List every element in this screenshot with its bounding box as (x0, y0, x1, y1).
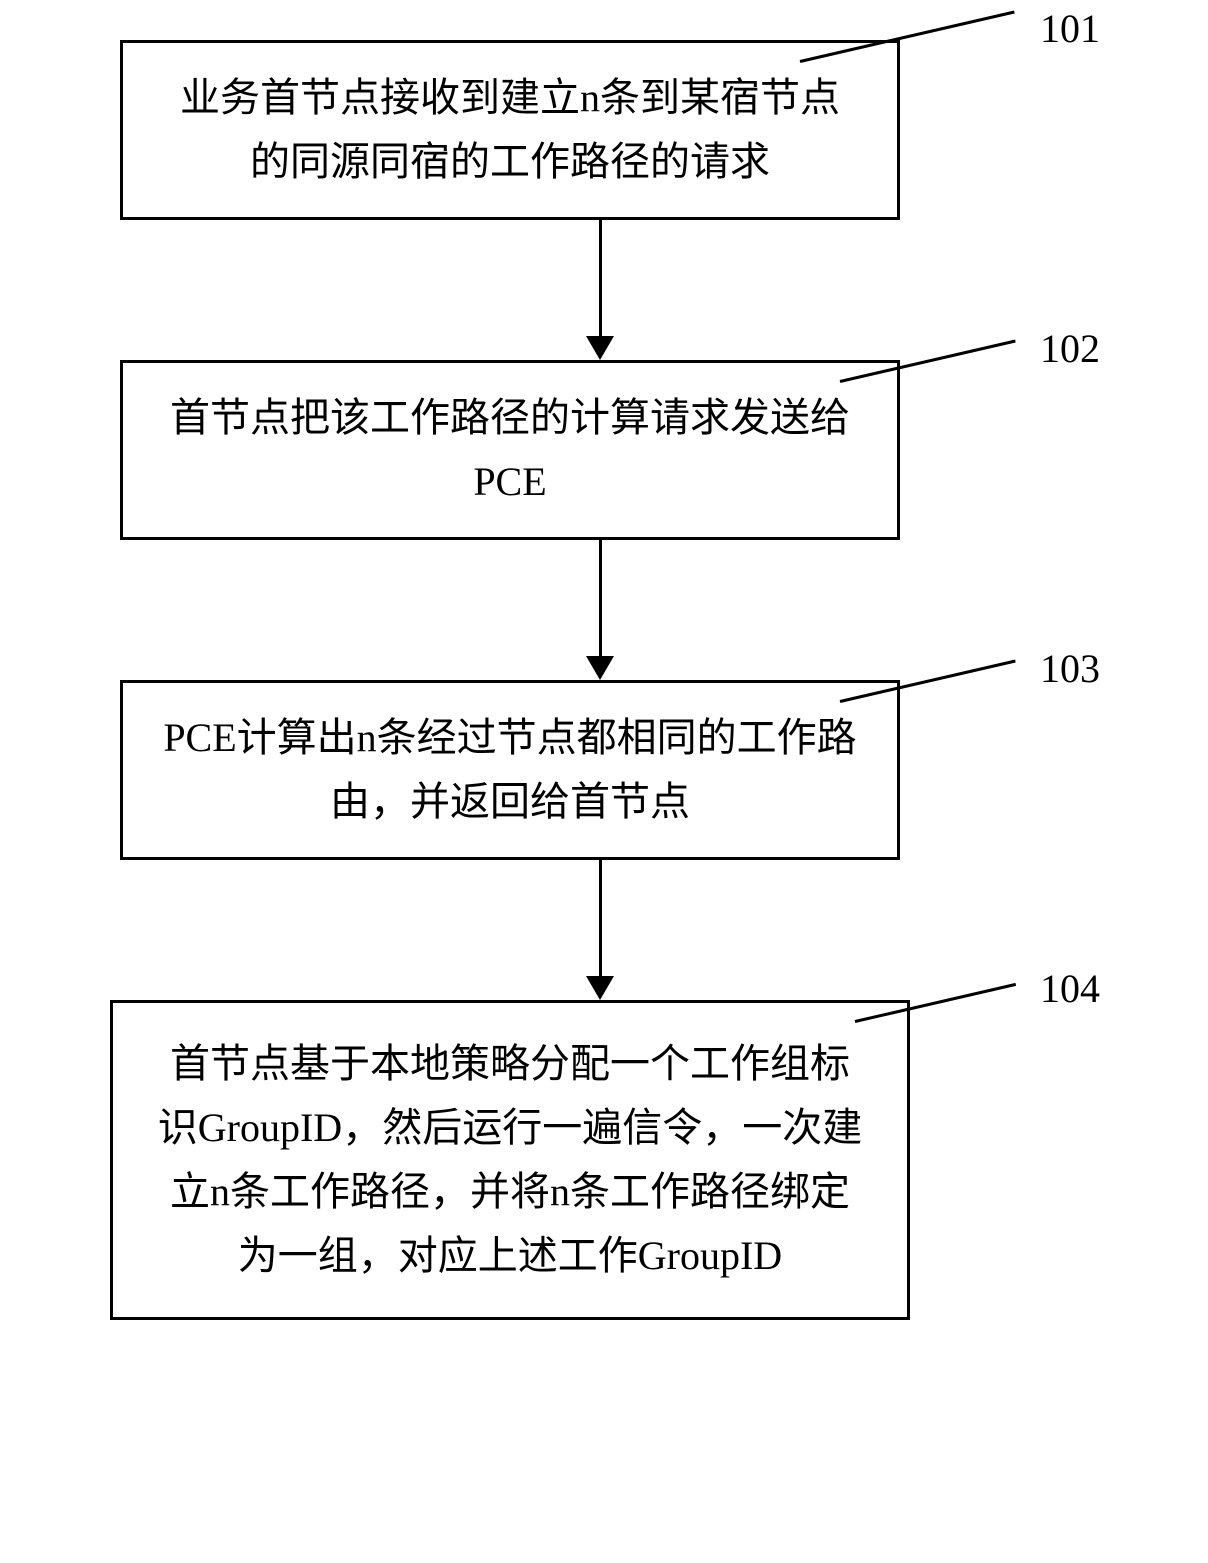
flowchart-container: 业务首节点接收到建立n条到某宿节点的同源同宿的工作路径的请求 101 首节点把该… (100, 40, 1100, 1320)
step-wrapper-2: 首节点把该工作路径的计算请求发送给PCE 102 (100, 360, 1100, 540)
step-label-104: 104 (1040, 965, 1100, 1012)
flow-box-103: PCE计算出n条经过节点都相同的工作路由，并返回给首节点 (120, 680, 900, 860)
flow-box-104: 首节点基于本地策略分配一个工作组标识GroupID，然后运行一遍信令，一次建立n… (110, 1000, 910, 1320)
flow-box-text-101: 业务首节点接收到建立n条到某宿节点的同源同宿的工作路径的请求 (163, 66, 857, 194)
arrow-wrapper-1 (586, 220, 614, 360)
flow-box-text-103: PCE计算出n条经过节点都相同的工作路由，并返回给首节点 (163, 706, 857, 834)
step-label-101: 101 (1040, 5, 1100, 52)
arrow-wrapper-3 (586, 860, 614, 1000)
step-label-102: 102 (1040, 325, 1100, 372)
arrow-wrapper-2 (586, 540, 614, 680)
arrow-head-2 (586, 656, 614, 680)
arrow-head-3 (586, 976, 614, 1000)
step-wrapper-3: PCE计算出n条经过节点都相同的工作路由，并返回给首节点 103 (100, 680, 1100, 860)
arrow-1 (100, 220, 1100, 360)
step-wrapper-1: 业务首节点接收到建立n条到某宿节点的同源同宿的工作路径的请求 101 (100, 40, 1100, 220)
leader-line-101 (800, 11, 1015, 63)
flow-box-text-102: 首节点把该工作路径的计算请求发送给PCE (163, 386, 857, 514)
flow-box-101: 业务首节点接收到建立n条到某宿节点的同源同宿的工作路径的请求 (120, 40, 900, 220)
arrow-line-2 (599, 540, 602, 656)
flow-box-102: 首节点把该工作路径的计算请求发送给PCE (120, 360, 900, 540)
arrow-line-3 (599, 860, 602, 976)
arrow-head-1 (586, 336, 614, 360)
step-wrapper-4: 首节点基于本地策略分配一个工作组标识GroupID，然后运行一遍信令，一次建立n… (100, 1000, 1100, 1320)
step-label-103: 103 (1040, 645, 1100, 692)
arrow-3 (100, 860, 1100, 1000)
arrow-2 (100, 540, 1100, 680)
arrow-line-1 (599, 220, 602, 336)
flow-box-text-104: 首节点基于本地策略分配一个工作组标识GroupID，然后运行一遍信令，一次建立n… (153, 1032, 867, 1288)
